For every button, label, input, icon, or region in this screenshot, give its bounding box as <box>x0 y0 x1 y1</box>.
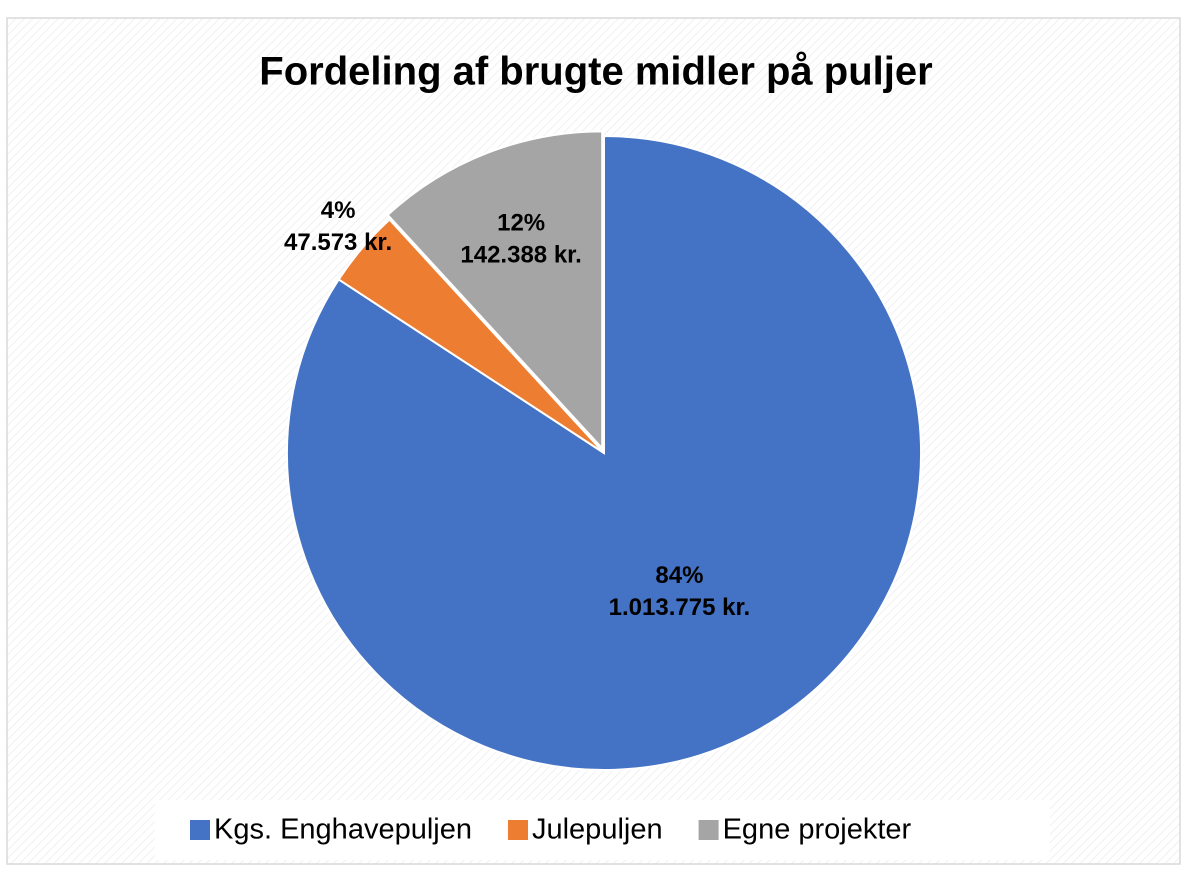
percent-label: 12% <box>497 210 545 237</box>
legend-label: Julepuljen <box>532 814 663 846</box>
pie-slice <box>337 218 605 454</box>
legend-label: Egne projekter <box>723 814 912 846</box>
pie-slice <box>386 130 604 451</box>
value-label: 142.388 kr. <box>460 242 581 269</box>
value-label: 47.573 kr. <box>284 229 392 256</box>
data-labels: 84% 1.013.775 kr. 4% 47.573 kr. 12% 142.388 k… <box>284 197 750 621</box>
legend-box <box>155 800 1050 860</box>
legend-swatch <box>507 820 528 840</box>
legend: Kgs. Enghavepuljen Julepuljen Egne projekt… <box>190 814 912 846</box>
pie <box>286 130 922 771</box>
value-label: 1.013.775 kr. <box>609 594 750 621</box>
percent-label: 4% <box>321 197 356 224</box>
percent-label: 84% <box>655 562 703 589</box>
legend-swatch <box>190 820 210 840</box>
legend-swatch <box>698 820 719 840</box>
chart-title: Fordeling af brugte midler på puljer <box>259 50 932 94</box>
legend-label: Kgs. Enghavepuljen <box>214 814 472 846</box>
